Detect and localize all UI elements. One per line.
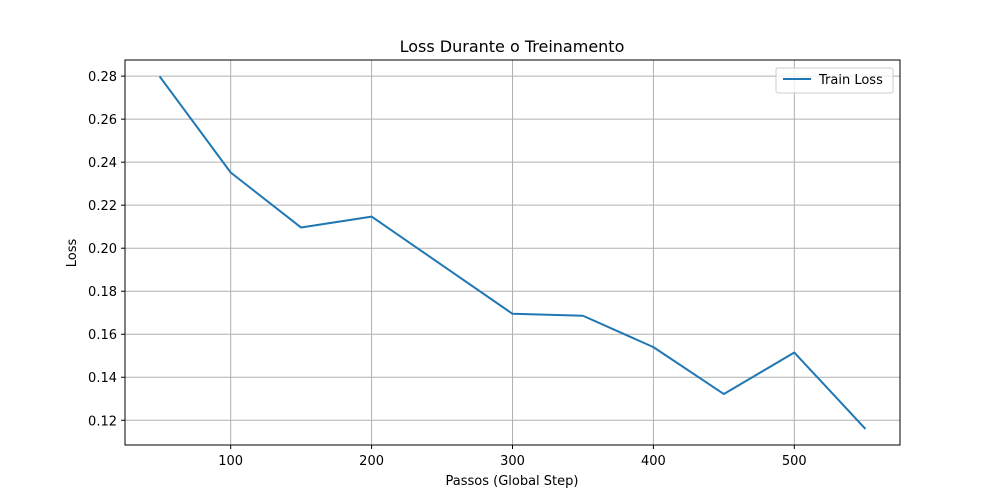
series-layer: [158, 75, 867, 430]
y-tick-label: 0.28: [88, 70, 117, 85]
y-tick-label: 0.12: [88, 414, 117, 429]
x-axis-ticks: 100 200 300 400 500: [218, 445, 807, 469]
legend-label-train-loss: Train Loss: [818, 73, 883, 88]
series-line-train-loss: [158, 75, 867, 430]
y-tick-label: 0.20: [88, 242, 117, 257]
y-axis-ticks: 0.12 0.14 0.16 0.18 0.20 0.22 0.24 0.26 0.28: [88, 70, 125, 429]
legend: Train Loss: [775, 67, 894, 94]
x-axis-label: Passos (Global Step): [446, 474, 579, 489]
chart-title: Loss Durante o Treinamento: [400, 37, 625, 56]
y-tick-label: 0.24: [88, 156, 117, 171]
y-tick-label: 0.16: [88, 328, 117, 343]
x-tick-label: 300: [500, 454, 525, 469]
x-tick-label: 500: [782, 454, 807, 469]
legend-box: [775, 67, 894, 94]
grid-lines: [125, 60, 900, 445]
x-tick-label: 400: [641, 454, 666, 469]
y-axis-label: Loss: [65, 239, 80, 268]
y-tick-label: 0.22: [88, 199, 117, 214]
y-tick-label: 0.18: [88, 285, 117, 300]
x-tick-label: 200: [359, 454, 384, 469]
y-tick-label: 0.26: [88, 113, 117, 128]
x-tick-label: 100: [218, 454, 243, 469]
y-tick-label: 0.14: [88, 371, 117, 386]
